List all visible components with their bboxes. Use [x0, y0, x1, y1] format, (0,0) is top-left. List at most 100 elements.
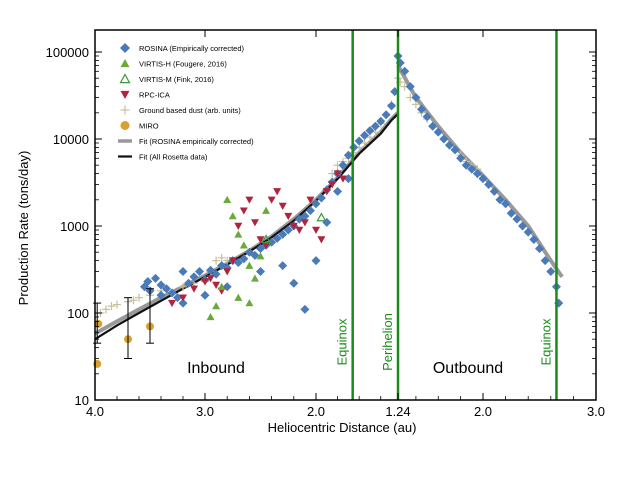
marker-diamond: [239, 254, 249, 264]
marker-triangle-up: [206, 312, 215, 321]
region-label-inbound: Inbound: [187, 360, 245, 377]
marker-diamond: [518, 221, 528, 231]
marker-plus: [102, 305, 110, 314]
marker-triangle-up: [239, 241, 248, 249]
marker-triangle-down: [239, 207, 248, 215]
marker-triangle-up: [234, 230, 243, 238]
marker-triangle-up: [120, 59, 130, 68]
marker-diamond: [156, 280, 166, 290]
vline-label-equinox: Equinox: [335, 318, 350, 365]
marker-triangle-open: [316, 212, 327, 222]
x-axis-label: Heliocentric Distance (au): [268, 420, 417, 435]
marker-diamond: [333, 186, 343, 196]
marker-triangle-down: [284, 212, 293, 221]
marker-diamond: [195, 266, 204, 276]
marker-triangle-down: [317, 236, 326, 244]
marker-diamond: [506, 208, 516, 218]
marker-diamond: [189, 272, 199, 282]
marker-diamond: [433, 127, 443, 137]
marker-triangle-up: [228, 212, 237, 220]
marker-diamond: [489, 186, 499, 196]
marker-diamond: [461, 160, 471, 170]
marker-triangle-up: [262, 206, 271, 214]
marker-diamond: [167, 288, 177, 298]
marker-diamond: [283, 225, 293, 235]
marker-circle: [94, 319, 103, 328]
marker-triangle-down: [262, 242, 271, 250]
marker-diamond: [206, 265, 216, 275]
marker-diamond: [422, 112, 432, 122]
marker-diamond: [365, 126, 375, 136]
marker-plus: [113, 300, 121, 309]
y-tick-label: 1000: [60, 219, 89, 234]
marker-diamond: [535, 244, 544, 254]
y-tick-label: 10000: [53, 132, 89, 147]
marker-triangle-down: [190, 285, 198, 293]
marker-triangle-down: [328, 181, 337, 189]
y-tick-label: 10: [75, 393, 89, 408]
marker-plus: [212, 256, 221, 265]
marker-triangle-down: [333, 170, 342, 178]
marker-diamond: [272, 233, 282, 243]
marker-diamond: [411, 92, 421, 102]
marker-triangle-down: [256, 236, 265, 244]
marker-diamond: [343, 150, 353, 160]
y-tick-label: 100000: [46, 45, 89, 60]
marker-triangle-down: [278, 202, 287, 210]
marker-plus: [129, 296, 138, 305]
axes: 10 100 1000 10000 100000 4.0 3.0 2.0 1.24 2.0 3.0: [46, 29, 605, 419]
marker-triangle-down: [267, 196, 276, 204]
marker-triangle-down: [206, 275, 215, 283]
marker-diamond: [311, 199, 321, 209]
marker-triangle-up: [217, 282, 226, 291]
marker-triangle-down: [179, 294, 187, 302]
y-axis-label: Production Rate (tons/day): [16, 151, 31, 306]
marker-diamond: [311, 256, 321, 266]
marker-triangle-up: [212, 302, 221, 310]
marker-diamond: [305, 206, 315, 216]
marker-diamond: [456, 153, 466, 163]
marker-diamond: [501, 199, 511, 209]
marker-diamond: [354, 136, 364, 146]
marker-triangle-up: [234, 293, 243, 301]
vertical-lines: Equinox Perihelion Equinox: [335, 30, 558, 400]
marker-triangle-down: [312, 226, 320, 234]
marker-diamond: [529, 234, 539, 244]
marker-plus: [179, 282, 187, 291]
marker-triangle-up: [250, 274, 259, 282]
marker-diamond: [400, 66, 410, 76]
marker-triangle-down: [212, 281, 221, 289]
marker-diamond: [387, 101, 397, 111]
legend-label: VIRTIS-M (Fink, 2016): [139, 75, 214, 84]
x-tick-label: 1.24: [385, 404, 410, 419]
marker-triangle-down: [273, 188, 282, 196]
marker-triangle-down: [289, 222, 298, 230]
marker-diamond: [546, 266, 556, 276]
marker-diamond: [376, 116, 386, 126]
marker-plus: [107, 302, 116, 311]
legend-label: Fit (All Rosetta data): [139, 153, 208, 162]
marker-diamond: [267, 237, 277, 247]
marker-diamond: [523, 227, 533, 237]
marker-diamond: [278, 261, 288, 271]
marker-diamond: [278, 229, 288, 239]
marker-diamond: [300, 211, 310, 221]
marker-triangle-down: [306, 196, 315, 204]
marker-diamond: [250, 250, 260, 260]
fit-line-outbound: [396, 64, 564, 279]
marker-diamond: [478, 174, 488, 184]
plot-frame: [94, 29, 597, 401]
marker-plus: [360, 138, 369, 147]
marker-diamond: [300, 304, 310, 314]
marker-triangle-down: [295, 226, 304, 234]
marker-triangle-up: [256, 252, 265, 260]
marker-diamond: [405, 82, 415, 92]
region-label-outbound: Outbound: [433, 360, 503, 377]
marker-diamond: [178, 266, 188, 276]
marker-diamond: [143, 277, 153, 287]
marker-diamond: [495, 195, 505, 205]
marker-triangle-down: [228, 257, 237, 265]
legend-label: Ground based dust (arb. units): [139, 106, 241, 115]
legend-label: VIRTIS-H (Fougere, 2016): [139, 60, 227, 69]
marker-plus: [217, 253, 226, 262]
